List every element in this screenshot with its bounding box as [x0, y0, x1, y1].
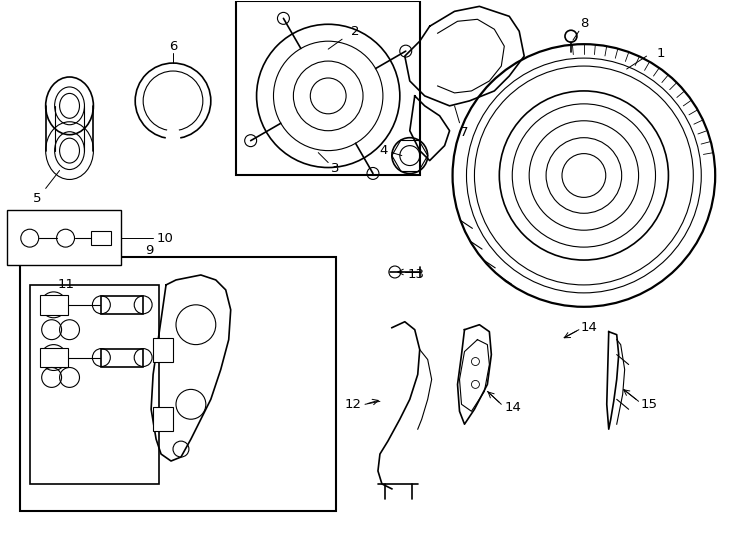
- Text: 4: 4: [379, 144, 388, 157]
- Text: 2: 2: [351, 25, 360, 38]
- Wedge shape: [166, 124, 181, 143]
- Bar: [40, 348, 68, 368]
- Text: 12: 12: [345, 398, 362, 411]
- Text: 9: 9: [145, 244, 153, 256]
- Bar: [153, 407, 173, 431]
- Text: 10: 10: [156, 232, 173, 245]
- Text: 8: 8: [580, 17, 588, 30]
- Text: 11: 11: [58, 279, 75, 292]
- Text: 3: 3: [331, 162, 339, 175]
- Circle shape: [471, 380, 479, 388]
- Text: 14: 14: [504, 401, 521, 414]
- Bar: [236, 2, 420, 176]
- Bar: [153, 338, 173, 361]
- Text: 15: 15: [641, 398, 658, 411]
- Bar: [30, 285, 159, 484]
- Text: 13: 13: [408, 268, 425, 281]
- Text: 6: 6: [169, 39, 177, 53]
- Text: 7: 7: [460, 126, 469, 139]
- Bar: [20, 257, 336, 511]
- Bar: [92, 231, 112, 245]
- Circle shape: [471, 357, 479, 366]
- Bar: [7, 210, 121, 265]
- Bar: [101, 296, 143, 314]
- Text: 1: 1: [656, 46, 665, 59]
- Text: 5: 5: [32, 192, 41, 205]
- Bar: [101, 349, 143, 367]
- Text: 14: 14: [581, 321, 597, 334]
- Bar: [40, 295, 68, 315]
